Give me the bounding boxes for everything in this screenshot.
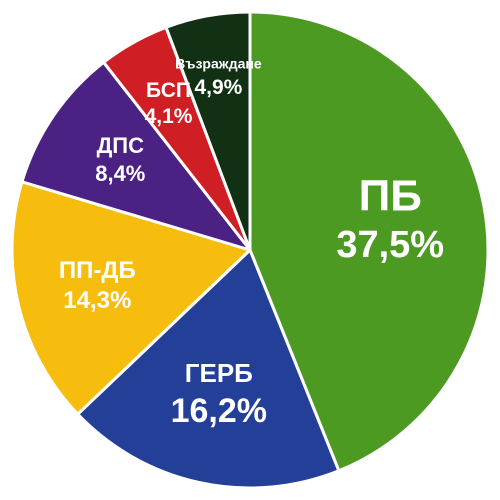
- slice-name-label: Възраждане: [175, 55, 262, 71]
- slice-value-label: 4,1%: [145, 105, 193, 128]
- pie-slice: [10, 180, 252, 416]
- slice-value-label: 8,4%: [95, 161, 145, 186]
- pie-slice: [20, 60, 252, 252]
- slice-value-label: 37,5%: [336, 224, 444, 266]
- slice-name-label: ПП-ДБ: [59, 257, 136, 284]
- slice-value-label: 4,9%: [194, 76, 242, 99]
- pie-slice: [248, 10, 490, 473]
- slice-value-label: 16,2%: [171, 392, 267, 430]
- slice-name-label: ДПС: [97, 133, 144, 158]
- slice-name-label: ПБ: [359, 171, 422, 220]
- pie-slice: [76, 248, 341, 490]
- pie-slice: [164, 10, 252, 252]
- pie-slices: [10, 10, 490, 490]
- slice-name-label: ГЕРБ: [185, 358, 253, 388]
- slice-value-label: 14,3%: [63, 287, 131, 314]
- slice-name-label: БСП: [146, 79, 191, 102]
